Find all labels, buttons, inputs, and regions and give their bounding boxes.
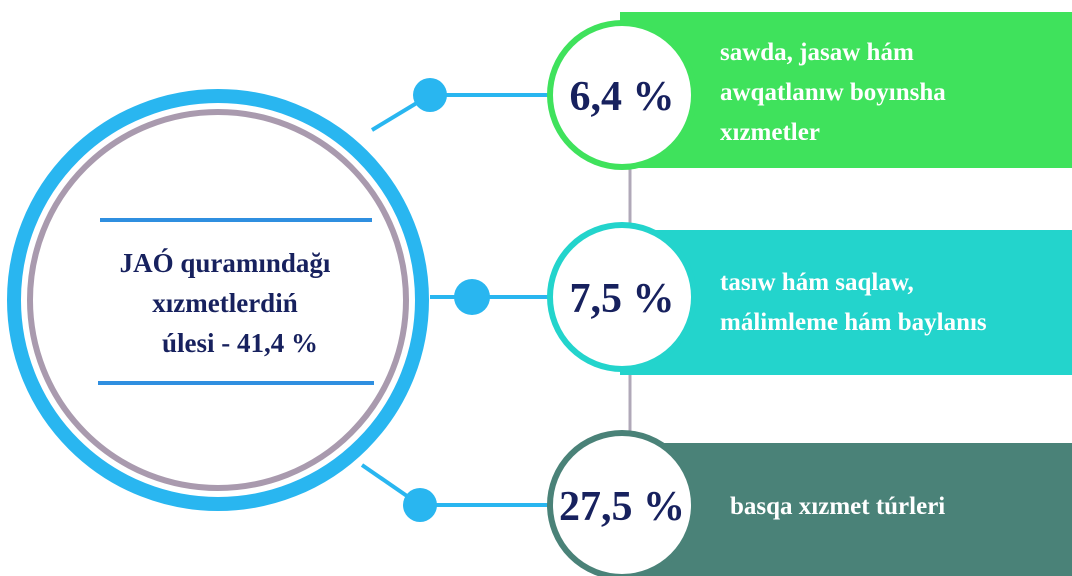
center-line: úlesi - 41,4 % bbox=[162, 328, 318, 358]
item-label: basqa xızmet túrleri bbox=[730, 493, 945, 520]
item-value: 7,5 % bbox=[570, 276, 675, 322]
dot bbox=[403, 488, 437, 522]
item-circle bbox=[547, 222, 697, 372]
item-label: tasıw hám saqlaw, bbox=[720, 269, 914, 296]
main-circle-inner bbox=[27, 109, 409, 491]
center-line: JAÓ quramındağı bbox=[120, 248, 331, 278]
item-label: xızmetler bbox=[720, 119, 820, 146]
item-label: sawda, jasaw hám bbox=[720, 39, 914, 66]
item-label: málimleme hám baylanıs bbox=[720, 309, 987, 336]
item-circle bbox=[547, 430, 697, 576]
item-circle bbox=[547, 20, 697, 170]
item-value: 6,4 % bbox=[570, 74, 675, 120]
center-line: xızmetlerdiń bbox=[152, 288, 297, 318]
dot bbox=[413, 78, 447, 112]
item-label: awqatlanıw boyınsha bbox=[720, 79, 946, 106]
main-circle bbox=[7, 89, 429, 511]
dot bbox=[454, 279, 490, 315]
item-value: 27,5 % bbox=[559, 484, 685, 530]
